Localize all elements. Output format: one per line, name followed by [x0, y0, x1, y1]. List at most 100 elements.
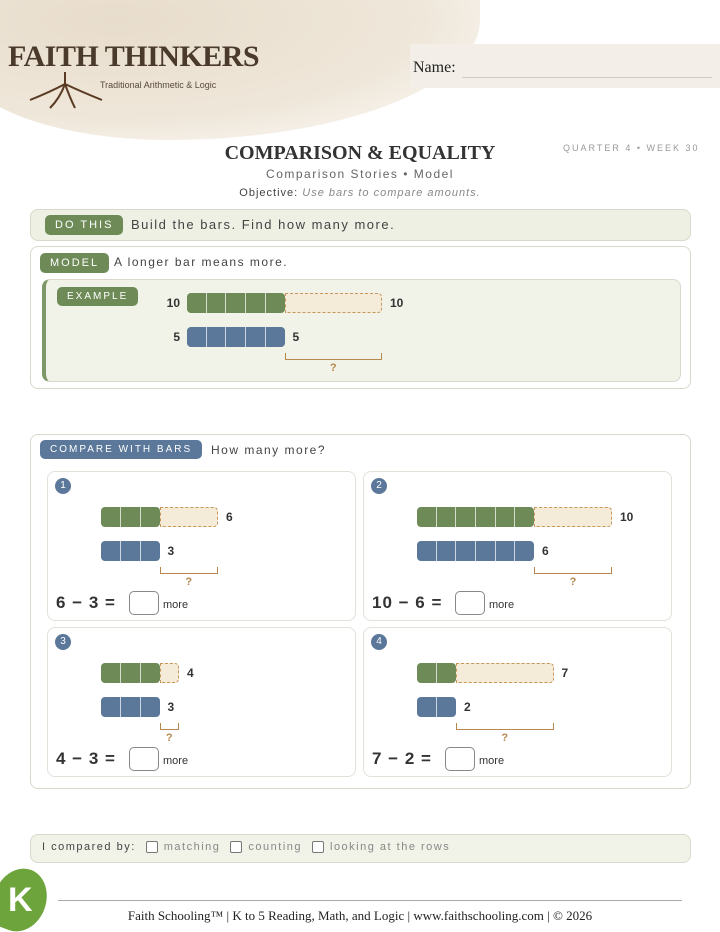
difference-bracket: [159, 723, 179, 730]
long-label: 6: [226, 510, 233, 524]
short-bar-unit: [207, 327, 227, 347]
long-bar-filled-unit: [437, 507, 457, 527]
checkbox[interactable]: [230, 841, 243, 853]
long-bar-filled-unit: [266, 293, 285, 313]
compare-tag: COMPARE WITH BARS: [40, 440, 203, 459]
long-bar-filled-unit: [141, 663, 160, 683]
short-bar-unit: [476, 541, 496, 561]
long-label: 10: [620, 510, 634, 524]
short-bar-unit: [266, 327, 285, 347]
long-left-label: 10: [166, 296, 180, 310]
long-bar-filled: [187, 293, 285, 313]
short-bar-unit: [515, 541, 534, 561]
equation: 6 − 3 =: [56, 593, 116, 612]
long-bar-extra: [456, 663, 554, 683]
problem-number: 4: [371, 634, 387, 650]
long-label: 10: [390, 296, 404, 310]
short-label: 6: [542, 544, 549, 558]
subtitle: Comparison Stories • Model: [266, 167, 454, 181]
equation: 7 − 2 =: [372, 749, 432, 768]
long-bar-filled: [417, 663, 456, 683]
do-this-text: Build the bars. Find how many more.: [131, 217, 396, 232]
short-bar-unit: [141, 541, 160, 561]
long-label: 4: [187, 666, 194, 680]
checklist: I compared by: matching counting looking at…: [42, 841, 450, 853]
check-option: matching: [145, 841, 221, 853]
short-bar-unit: [101, 541, 121, 561]
long-bar-extra: [284, 293, 382, 313]
long-bar-filled-unit: [226, 293, 247, 313]
long-bar-extra: [159, 507, 218, 527]
short-bar: [187, 327, 285, 347]
short-label: 3: [167, 544, 175, 558]
long-bar-filled-unit: [456, 507, 477, 527]
short-bar-unit: [496, 541, 516, 561]
difference-question: ?: [185, 576, 193, 588]
long-bar-filled-unit: [417, 663, 437, 683]
long-bar-extra: [534, 507, 612, 527]
answer-box[interactable]: [445, 747, 475, 771]
objective-text: Use bars to compare amounts.: [302, 187, 481, 199]
short-left-label: 5: [173, 330, 180, 344]
equation: 4 − 3 =: [56, 749, 116, 768]
short-bar: [417, 541, 534, 561]
answer-box[interactable]: [455, 591, 485, 615]
short-label: 2: [464, 700, 471, 714]
short-bar-unit: [101, 697, 121, 717]
short-label: 3: [167, 700, 175, 714]
checkbox[interactable]: [145, 841, 158, 853]
equation-unit: more: [489, 599, 515, 611]
answer-box[interactable]: [129, 591, 159, 615]
difference-question: ?: [501, 732, 509, 744]
difference-bracket: [456, 723, 554, 730]
long-bar-filled-unit: [101, 507, 121, 527]
difference-question: ?: [165, 732, 173, 744]
example-tag: EXAMPLE: [57, 287, 139, 306]
long-bar-filled-unit: [417, 507, 437, 527]
checklist-bar: [30, 834, 691, 863]
checkbox[interactable]: [312, 841, 324, 853]
checklist-label: I compared by:: [42, 841, 136, 853]
problem-number: 3: [55, 634, 71, 650]
do-this-bar: [30, 209, 691, 241]
objective: Objective: Use bars to compare amounts.: [0, 187, 720, 199]
quarter: QUARTER 4 • WEEK 30: [563, 143, 700, 153]
tagline: Traditional Arithmetic & Logic: [100, 80, 217, 90]
short-bar-unit: [417, 541, 437, 561]
footer-rule: [58, 900, 682, 901]
problem-number: 2: [371, 478, 387, 494]
long-bar-filled: [101, 663, 160, 683]
brand: FAITH THINKERS: [8, 40, 260, 73]
short-bar-unit: [246, 327, 266, 347]
problem-card: [363, 627, 672, 777]
answer-box[interactable]: [129, 747, 159, 771]
long-bar-extra: [159, 663, 179, 683]
short-bar: [417, 697, 456, 717]
long-bar-filled-unit: [246, 293, 266, 313]
model-tag: MODEL: [40, 253, 110, 273]
check-option-text: looking at the rows: [330, 841, 451, 853]
short-label: 5: [292, 330, 300, 344]
model-text: A longer bar means more.: [114, 255, 289, 269]
difference-bracket: [534, 567, 612, 574]
objective-label: Objective:: [239, 187, 299, 199]
check-option: counting: [230, 841, 302, 853]
long-bar-filled: [101, 507, 160, 527]
short-bar-unit: [187, 327, 207, 347]
footer-text: Faith Schooling™ | K to 5 Reading, Math,…: [127, 908, 593, 923]
long-bar-filled-unit: [515, 507, 534, 527]
tree-roots: [29, 72, 103, 109]
short-bar-unit: [437, 697, 456, 717]
short-bar-unit: [456, 541, 477, 561]
problem-card: [47, 471, 356, 621]
problem-number: 1: [55, 478, 71, 494]
difference-question: ?: [329, 362, 337, 374]
short-bar: [101, 697, 160, 717]
long-bar-filled-unit: [207, 293, 227, 313]
long-bar-filled-unit: [121, 507, 141, 527]
long-bar-filled: [417, 507, 534, 527]
difference-bracket: [159, 567, 218, 574]
short-bar-unit: [141, 697, 160, 717]
short-bar-unit: [226, 327, 247, 347]
